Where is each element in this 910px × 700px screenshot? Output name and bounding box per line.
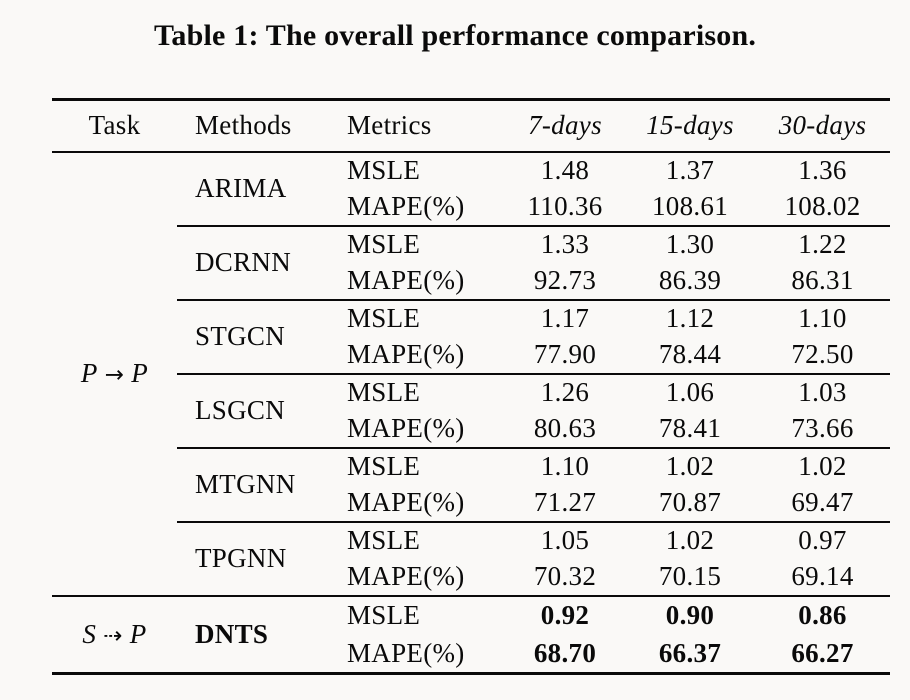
value-cell: 69.14: [755, 558, 890, 597]
metric-cell: MSLE: [347, 303, 421, 333]
method-cell: STGCN: [177, 299, 335, 375]
value-cell: 1.02: [665, 525, 715, 555]
table-row: MAPE(%) 80.63 78.41 73.66: [52, 410, 890, 449]
value-cell: 80.63: [505, 410, 625, 449]
header-30days: 30-days: [755, 99, 890, 153]
value-cell: 1.02: [665, 451, 715, 481]
value-cell: 1.26: [540, 377, 590, 407]
metric-cell: MSLE: [347, 600, 421, 630]
table-row: DCRNN MSLE 1.33 1.30 1.22: [52, 225, 890, 301]
value-cell: 108.02: [755, 188, 890, 227]
value-cell: 66.37: [658, 637, 722, 668]
method-cell: LSGCN: [177, 373, 335, 449]
task-cell-p-to-p: P → P: [52, 151, 177, 597]
value-cell: 1.03: [798, 377, 847, 407]
value-cell: 78.44: [625, 336, 755, 375]
value-cell: 78.41: [625, 410, 755, 449]
table-row: MTGNN MSLE 1.10 1.02 1.02: [52, 447, 890, 523]
value-cell: 1.37: [665, 155, 715, 185]
value-cell: 69.47: [755, 484, 890, 523]
value-cell: 92.73: [505, 262, 625, 301]
value-cell: 0.86: [798, 600, 847, 630]
value-cell: 77.90: [505, 336, 625, 375]
value-cell: 1.06: [665, 377, 715, 407]
value-cell: 0.92: [540, 600, 590, 630]
metric-cell: MAPE(%): [335, 558, 505, 597]
method-cell: DNTS: [195, 618, 269, 649]
value-cell: 0.97: [798, 525, 847, 555]
value-cell: 0.90: [665, 600, 715, 630]
header-metrics: Metrics: [335, 99, 505, 153]
value-cell: 1.22: [798, 229, 847, 259]
value-cell: 1.10: [798, 303, 847, 333]
metric-cell: MAPE(%): [335, 188, 505, 227]
task-from-label: S: [82, 618, 97, 649]
value-cell: 72.50: [755, 336, 890, 375]
metric-cell: MAPE(%): [335, 484, 505, 523]
header-7days: 7-days: [505, 99, 625, 153]
table-row: S ⇢ P DNTS MSLE 0.92 0.90 0.86: [52, 596, 890, 649]
value-cell: 1.05: [540, 525, 590, 555]
value-cell: 1.48: [540, 155, 590, 185]
value-cell: 73.66: [755, 410, 890, 449]
value-cell: 1.10: [540, 451, 590, 481]
metric-cell: MAPE(%): [335, 336, 505, 375]
table-body: P → P ARIMA MSLE 1.48 1.37 1.36 MAPE(%) 11…: [52, 151, 890, 674]
header-row: Task Methods Metrics 7-days 15-days 30-d…: [52, 99, 890, 153]
value-cell: 1.17: [540, 303, 590, 333]
value-cell: 71.27: [505, 484, 625, 523]
table-caption: Table 1: The overall performance compari…: [153, 19, 757, 52]
method-cell: MTGNN: [177, 447, 335, 523]
value-cell: 1.33: [540, 229, 590, 259]
table-header: Task Methods Metrics 7-days 15-days 30-d…: [52, 99, 890, 153]
metric-cell: MSLE: [347, 525, 421, 555]
value-cell: 70.32: [505, 558, 625, 597]
metric-cell: MAPE(%): [335, 410, 505, 449]
value-cell: 1.30: [665, 229, 715, 259]
table-row: MAPE(%) 68.70 66.37 66.27: [52, 635, 890, 674]
task-to-label: P: [129, 618, 147, 649]
table-row: TPGNN MSLE 1.05 1.02 0.97: [52, 521, 890, 597]
table-row: P → P ARIMA MSLE 1.48 1.37 1.36: [52, 151, 890, 597]
value-cell: 68.70: [533, 637, 597, 668]
solid-right-arrow-icon: →: [104, 362, 125, 388]
value-cell: 86.31: [755, 262, 890, 301]
method-cell: TPGNN: [177, 521, 335, 597]
metric-cell: MSLE: [347, 451, 421, 481]
metric-cell: MSLE: [347, 155, 421, 185]
table-row: MAPE(%) 71.27 70.87 69.47: [52, 484, 890, 523]
table-row: LSGCN MSLE 1.26 1.06 1.03: [52, 373, 890, 449]
method-cell: ARIMA: [177, 151, 335, 227]
task-from-label: P: [80, 358, 98, 388]
table-row: MAPE(%) 92.73 86.39 86.31: [52, 262, 890, 301]
metric-cell: MSLE: [347, 377, 421, 407]
value-cell: 110.36: [505, 188, 625, 227]
table-row: STGCN MSLE 1.17 1.12 1.10: [52, 299, 890, 375]
value-cell: 86.39: [625, 262, 755, 301]
value-cell: 1.02: [798, 451, 847, 481]
value-cell: 1.36: [798, 155, 847, 185]
value-cell: 108.61: [625, 188, 755, 227]
value-cell: 66.27: [791, 637, 854, 668]
table-row: MAPE(%) 110.36 108.61 108.02: [52, 188, 890, 227]
metric-cell: MAPE(%): [335, 262, 505, 301]
metric-cell: MSLE: [347, 229, 421, 259]
method-cell: DCRNN: [177, 225, 335, 301]
performance-table: Task Methods Metrics 7-days 15-days 30-d…: [52, 98, 890, 675]
value-cell: 1.12: [665, 303, 715, 333]
task-cell-s-to-p: S ⇢ P: [52, 596, 177, 674]
metric-cell: MAPE(%): [347, 637, 465, 668]
header-task: Task: [52, 99, 177, 153]
value-cell: 70.87: [625, 484, 755, 523]
table-row: MAPE(%) 77.90 78.44 72.50: [52, 336, 890, 375]
dashed-right-arrow-icon: ⇢: [103, 622, 123, 649]
task-to-label: P: [131, 358, 149, 388]
header-15days: 15-days: [625, 99, 755, 153]
header-methods: Methods: [177, 99, 335, 153]
value-cell: 70.15: [625, 558, 755, 597]
table-row: MAPE(%) 70.32 70.15 69.14: [52, 558, 890, 597]
